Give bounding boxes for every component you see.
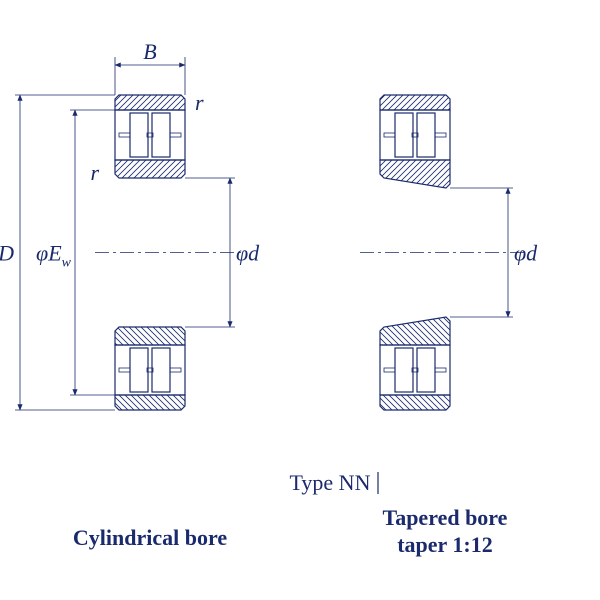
dim-label-phiD: φD xyxy=(0,241,14,266)
caption-tapered-1: Tapered bore xyxy=(383,505,508,530)
dim-label-phid-left: φd xyxy=(236,241,260,266)
caption-type: Type NN xyxy=(290,470,371,495)
caption-cylindrical: Cylindrical bore xyxy=(73,525,227,550)
dim-label-r-inner: r xyxy=(90,160,99,185)
dim-label-r-outer: r xyxy=(195,90,204,115)
bearing-drawing: Br r φD φEw φd φd Type NN Cylindrical bore Tap… xyxy=(0,0,600,600)
dim-label-B: B xyxy=(143,39,156,64)
dim-label-phiEw: φEw xyxy=(36,241,72,271)
caption-tapered-2: taper 1:12 xyxy=(397,532,493,557)
cylindrical-bore-view: Br r φD φEw φd xyxy=(0,39,260,410)
dim-label-phid-right: φd xyxy=(514,241,538,266)
captions: Type NN Cylindrical bore Tapered boretaper… xyxy=(73,470,508,557)
tapered-bore-view: φd xyxy=(360,95,538,410)
